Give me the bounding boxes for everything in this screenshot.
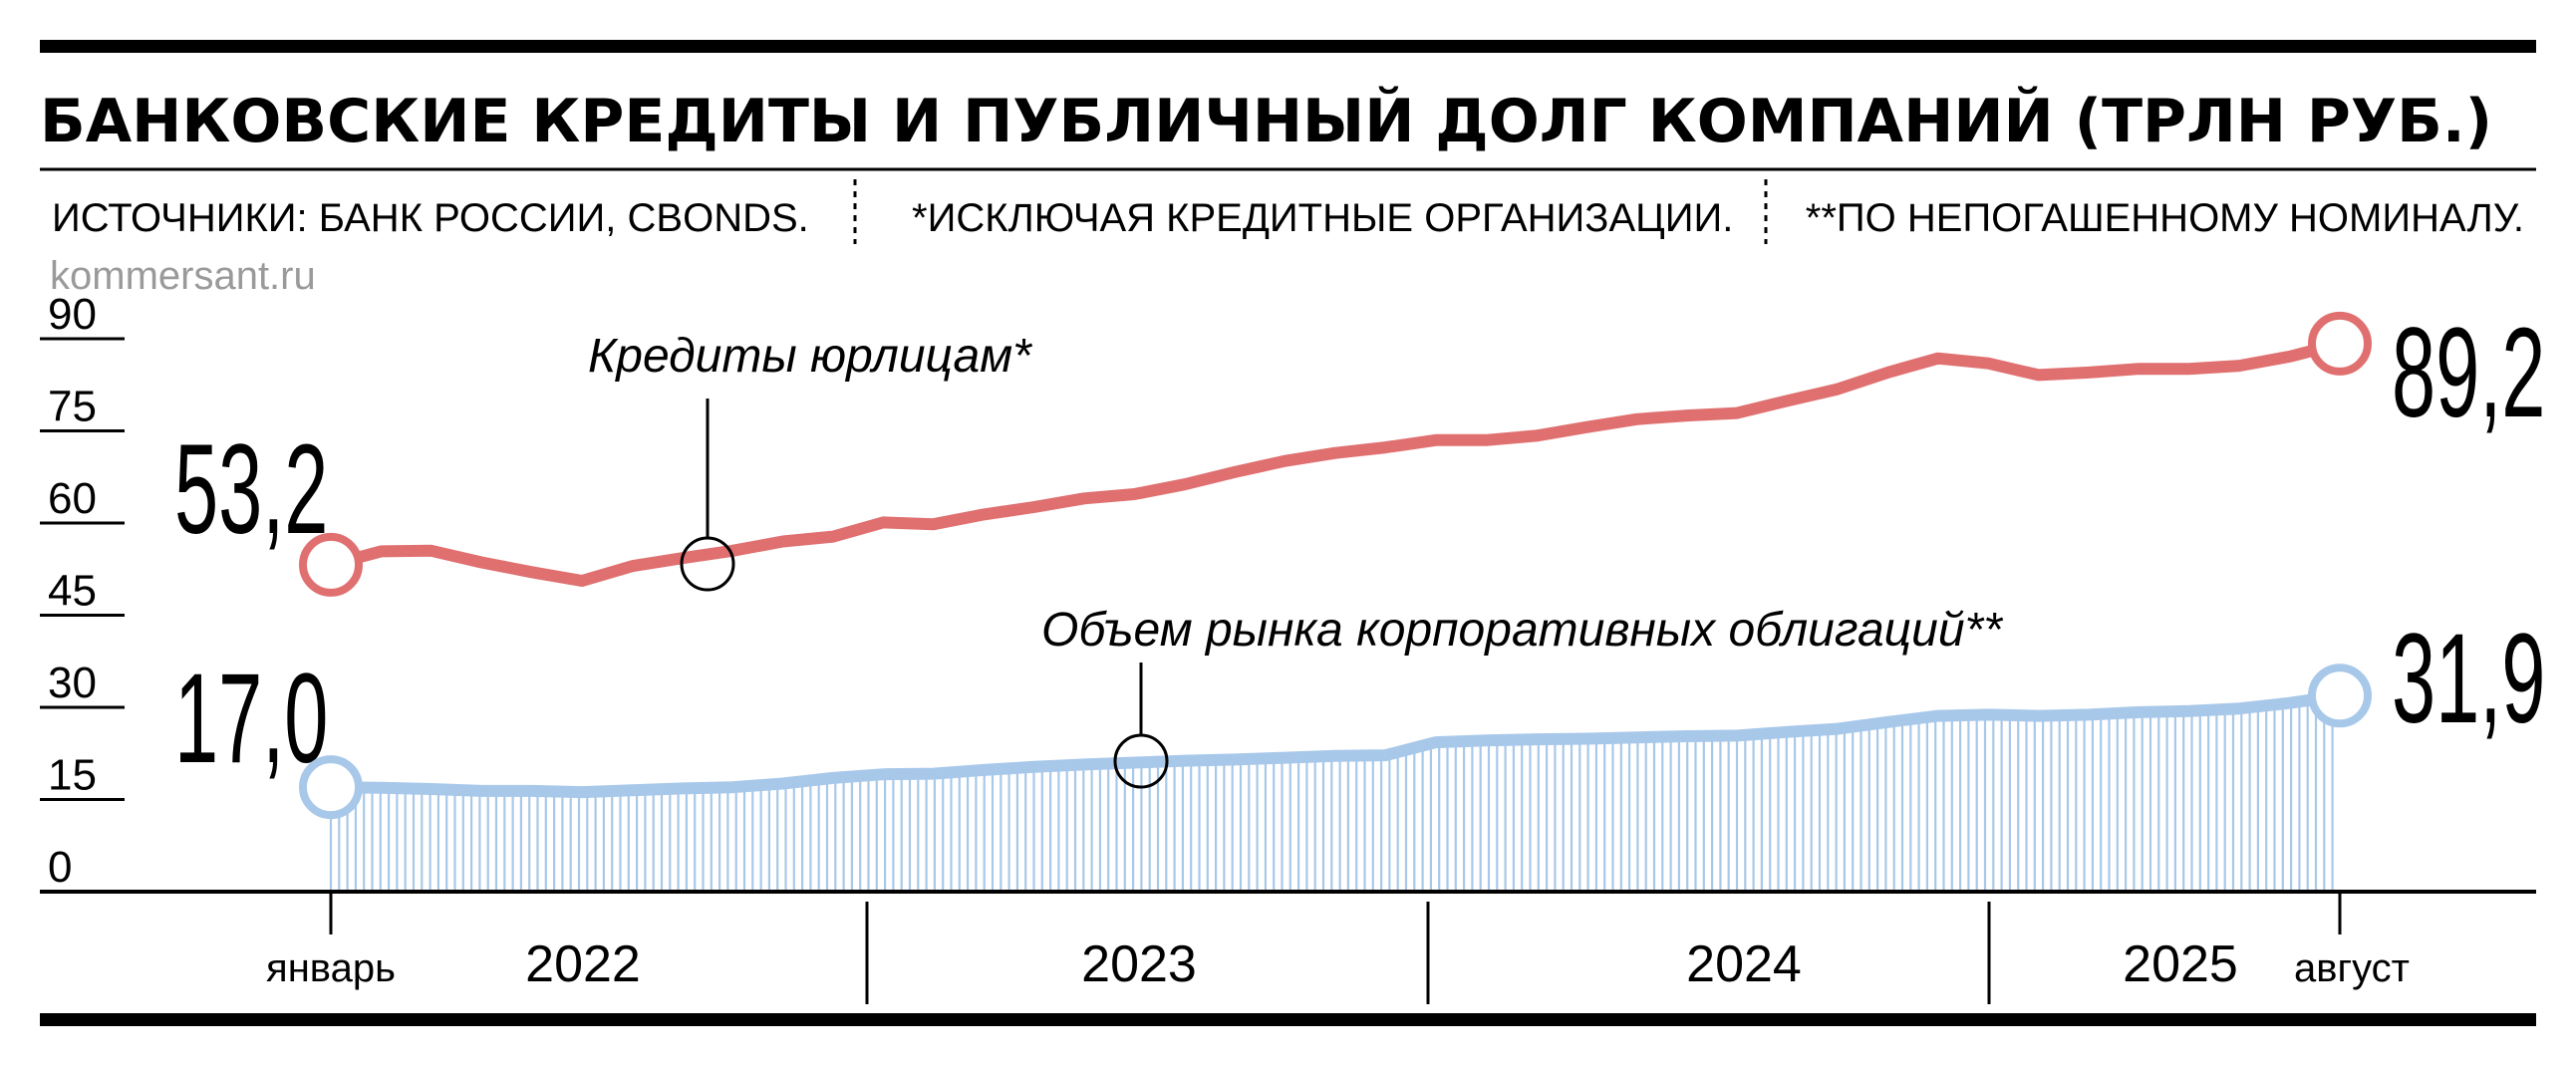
site-credit: kommersant.ru: [50, 254, 316, 298]
bond-area-bars: [329, 696, 2334, 892]
bonds-start-marker: [299, 755, 363, 820]
footnote-bonds: **ПО НЕПОГАШЕННОМУ НОМИНАЛУ.: [1806, 196, 2524, 240]
credits-end-marker: [2308, 311, 2372, 376]
bottom-rule: [40, 1013, 2536, 1026]
year-label-2024: 2024: [1686, 935, 1802, 993]
y-axis: 0 15 30 45 60 75 90: [40, 290, 125, 892]
credits-series-label: Кредиты юрлицам*: [588, 330, 1032, 383]
y-tick-label: 15: [48, 751, 97, 800]
top-rule: [40, 40, 2536, 53]
year-label-2025: 2025: [2123, 935, 2238, 993]
series-lines: [325, 337, 2346, 799]
bonds-series-label: Объем рынка корпоративных облигаций**: [1041, 604, 2003, 657]
bonds-start-value: 17,0: [174, 648, 328, 790]
bonds-end-value: 31,9: [2392, 608, 2545, 750]
y-tick-label: 45: [48, 567, 97, 616]
footnote-credits: *ИСКЛЮЧАЯ КРЕДИТНЫЕ ОРГАНИЗАЦИИ.: [912, 196, 1733, 240]
credits-line: [325, 337, 2346, 587]
y-tick-label: 75: [48, 383, 97, 431]
x-label-start: январь: [266, 946, 396, 990]
credits-start-value: 53,2: [174, 418, 328, 561]
chart-title: БАНКОВСКИЕ КРЕДИТЫ И ПУБЛИЧНЫЙ ДОЛГ КОМП…: [40, 85, 2492, 156]
year-label-2022: 2022: [525, 935, 641, 993]
credits-callout-marker: [680, 536, 735, 592]
y-tick-label: 0: [48, 843, 72, 892]
y-tick-label: 60: [48, 474, 97, 523]
credits-end-value: 89,2: [2392, 302, 2545, 444]
y-tick-label: 90: [48, 290, 97, 339]
year-label-2023: 2023: [1081, 935, 1197, 993]
credits-start-marker: [299, 532, 363, 597]
y-tick-label: 30: [48, 659, 97, 707]
bonds-end-marker: [2308, 664, 2372, 728]
x-label-end: август: [2294, 946, 2410, 990]
source-note: ИСТОЧНИКИ: БАНК РОССИИ, CBONDS.: [52, 196, 809, 240]
bonds-callout-marker: [1113, 733, 1169, 789]
bonds-line: [325, 689, 2346, 799]
